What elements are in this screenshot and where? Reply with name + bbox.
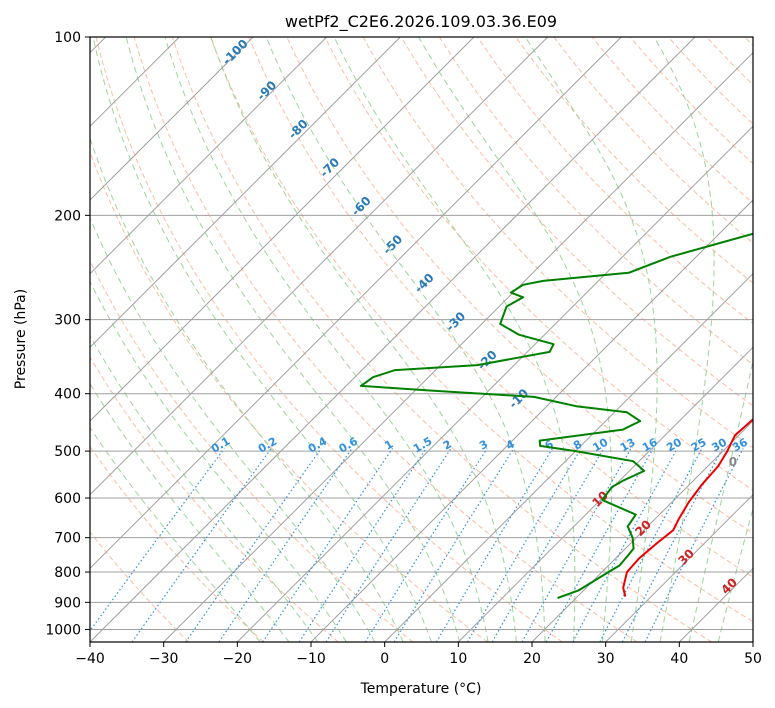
dry-adiabat — [324, 37, 753, 491]
isotherm — [90, 37, 401, 349]
moist-adiabat — [717, 506, 753, 642]
mixing-ratio-line — [644, 448, 744, 642]
mixing-ratio-line — [131, 448, 272, 642]
dry-adiabat — [591, 37, 753, 204]
dry-adiabat — [133, 37, 638, 642]
moist-adiabat — [90, 136, 404, 642]
mixing-ratio-line — [572, 448, 678, 642]
dry-adiabat — [95, 37, 563, 642]
isotherm — [90, 37, 622, 570]
plot-frame — [89, 36, 754, 643]
y-tick-label: 300 — [54, 313, 81, 329]
y-tick-label: 600 — [54, 491, 81, 507]
x-tick-label: −20 — [223, 651, 253, 667]
isotherm — [310, 199, 753, 642]
isotherm — [90, 37, 475, 422]
x-tick-label: 0 — [380, 651, 389, 667]
chart-title: wetPf2_C2E6.2026.109.03.36.E09 — [285, 12, 557, 32]
moist-adiabat — [653, 37, 715, 642]
moist-adiabat — [90, 334, 319, 642]
dry-adiabat — [400, 37, 753, 407]
mixing-ratio-line — [621, 448, 723, 642]
moist-adiabat — [90, 280, 347, 642]
dry-adiabat — [90, 531, 190, 642]
mixing-ratio-line — [491, 448, 605, 642]
y-tick-label: 900 — [54, 595, 81, 611]
isotherm — [90, 37, 328, 275]
profiles — [359, 232, 753, 599]
zero-label: 0 — [729, 455, 737, 469]
mixing-ratio-line — [466, 448, 582, 642]
x-tick-label: 10 — [449, 651, 467, 667]
x-axis-ticks: −40 −30 −20 −10 0 10 20 30 40 50 — [75, 642, 762, 667]
moist-adiabat — [210, 37, 517, 642]
isotherm — [163, 51, 753, 642]
x-tick-label: 20 — [523, 651, 541, 667]
isotherm — [90, 37, 254, 201]
isotherm — [90, 37, 549, 496]
moist-adiabat — [90, 382, 290, 642]
mixing-ratio-line — [325, 448, 452, 642]
dry-adiabat — [438, 37, 753, 366]
x-tick-label: −30 — [149, 651, 179, 667]
moist-adiabat — [125, 37, 461, 642]
x-axis-label: Temperature (°C) — [360, 681, 482, 697]
dry-adiabat — [90, 150, 488, 642]
moist-adiabat — [90, 216, 376, 642]
dry-adiabat — [553, 37, 753, 244]
moist-adiabat — [688, 358, 753, 642]
x-tick-label: 40 — [670, 651, 688, 667]
dry-adiabat — [210, 37, 753, 623]
background-lines — [90, 37, 753, 642]
x-tick-label: 50 — [744, 651, 762, 667]
x-tick-label: −10 — [296, 651, 326, 667]
y-tick-label: 200 — [54, 208, 81, 224]
mixing-ratio-line — [393, 448, 515, 642]
dry-adiabat — [90, 259, 414, 642]
mixing-ratio-line — [185, 448, 322, 642]
isotherm — [457, 346, 753, 642]
moist-adiabat — [164, 37, 489, 642]
y-tick-label: 1000 — [45, 622, 81, 638]
y-tick-label: 800 — [54, 565, 81, 581]
x-tick-label: 30 — [597, 651, 615, 667]
dry-adiabat — [286, 37, 753, 534]
isotherm — [384, 272, 753, 642]
dry-adiabat — [90, 356, 339, 642]
moist-adiabat — [524, 37, 658, 642]
isotherm — [605, 493, 753, 642]
mixing-ratio-line — [90, 448, 225, 632]
mixing-ratio-line — [298, 448, 427, 642]
moist-adiabat — [333, 37, 576, 642]
y-tick-label: 500 — [54, 444, 81, 460]
y-tick-label: 400 — [54, 387, 81, 403]
y-axis-label: Pressure (hPa) — [13, 289, 29, 389]
mixing-ratio-line — [262, 448, 393, 642]
plot-background — [90, 37, 753, 642]
y-axis-ticks: 100 200 300 400 500 600 700 800 900 1000 — [45, 30, 90, 638]
dry-adiabat — [477, 37, 753, 325]
mixing-ratio-line — [599, 448, 703, 642]
x-tick-label: −40 — [75, 651, 105, 667]
moist-adiabat — [92, 37, 432, 642]
dry-adiabat — [171, 37, 712, 642]
temperature-profile — [622, 418, 753, 597]
y-tick-label: 700 — [54, 531, 81, 547]
y-tick-label: 100 — [54, 30, 81, 46]
moist-adiabat — [90, 426, 261, 642]
dry-adiabat — [248, 37, 753, 578]
isotherm — [90, 37, 696, 642]
moist-adiabat — [265, 37, 546, 642]
dewpoint-profile — [359, 232, 753, 599]
mixing-ratio-line — [364, 448, 488, 642]
mixing-ratio-line — [218, 448, 353, 642]
